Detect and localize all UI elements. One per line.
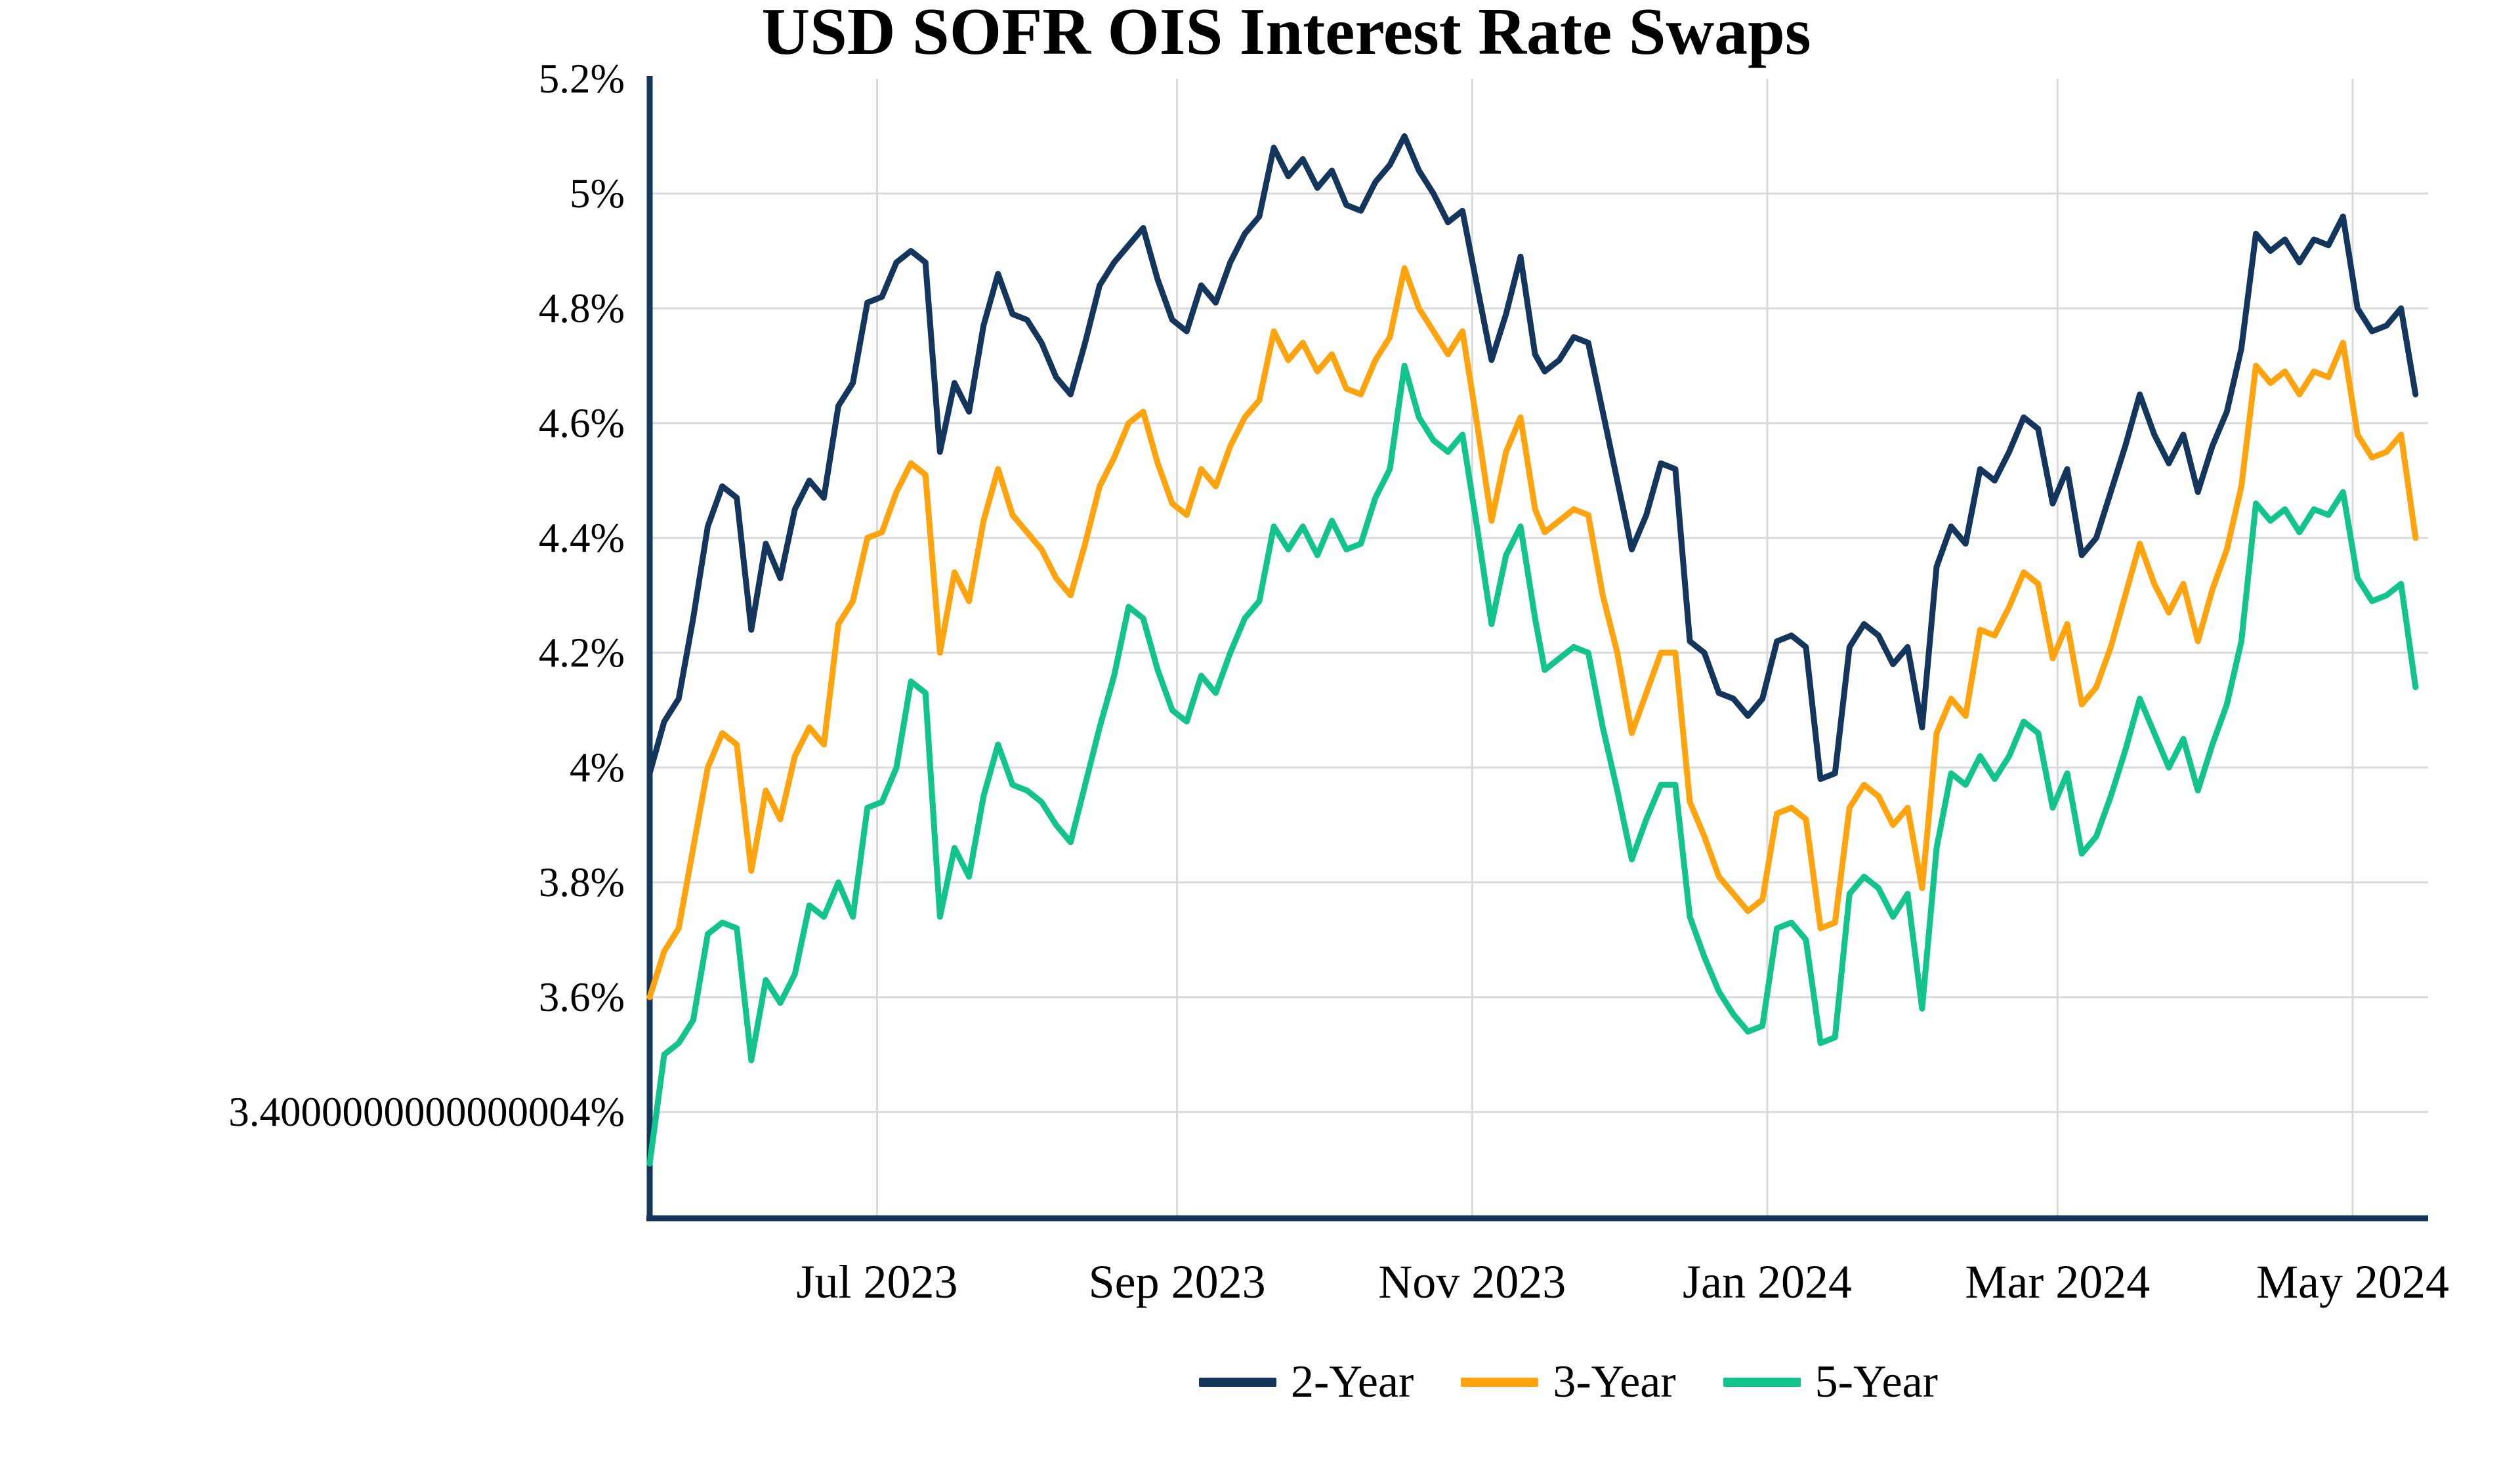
- legend-line-icon: [1723, 1378, 1801, 1387]
- y-tick-label: 5%: [570, 171, 625, 216]
- y-tick-label: 4.2%: [539, 630, 625, 676]
- x-tick-label: Jan 2024: [1683, 1256, 1852, 1308]
- y-tick-label: 3.8%: [539, 859, 625, 905]
- legend-line-icon: [1199, 1378, 1277, 1387]
- x-tick-label: Sep 2023: [1089, 1256, 1266, 1308]
- y-tick-label: 4.6%: [539, 400, 625, 446]
- x-tick-label: Jul 2023: [796, 1256, 957, 1308]
- series-line-3-year: [646, 265, 2419, 1000]
- y-tick-label: 4.8%: [539, 285, 625, 331]
- series-line-2-year: [646, 133, 2419, 782]
- legend-item-5-year: 5-Year: [1723, 1359, 1938, 1405]
- chart-title: USD SOFR OIS Interest Rate Swaps: [761, 0, 1811, 69]
- y-tick-label: 3.6%: [539, 974, 625, 1020]
- legend-item-3-year: 3-Year: [1461, 1357, 1676, 1407]
- legend-label: 5-Year: [1815, 1357, 1938, 1407]
- x-tick-label: Nov 2023: [1378, 1256, 1566, 1308]
- y-tick-label: 4.4%: [539, 515, 625, 561]
- legend-label: 2-Year: [1291, 1357, 1414, 1407]
- legend-label: 3-Year: [1553, 1357, 1676, 1407]
- x-tick-label: Mar 2024: [1965, 1256, 2150, 1308]
- legend-line-icon: [1461, 1378, 1539, 1387]
- legend: 2-Year 3-Year 5-Year: [1199, 1359, 1938, 1405]
- legend-item-2-year: 2-Year: [1199, 1359, 1414, 1405]
- series-line-5-year: [646, 363, 2419, 1167]
- y-tick-label: 3.4000000000000004%: [228, 1089, 625, 1135]
- x-tick-label: May 2024: [2256, 1256, 2449, 1308]
- y-tick-label: 4%: [570, 745, 625, 791]
- y-tick-label: 5.2%: [539, 56, 625, 102]
